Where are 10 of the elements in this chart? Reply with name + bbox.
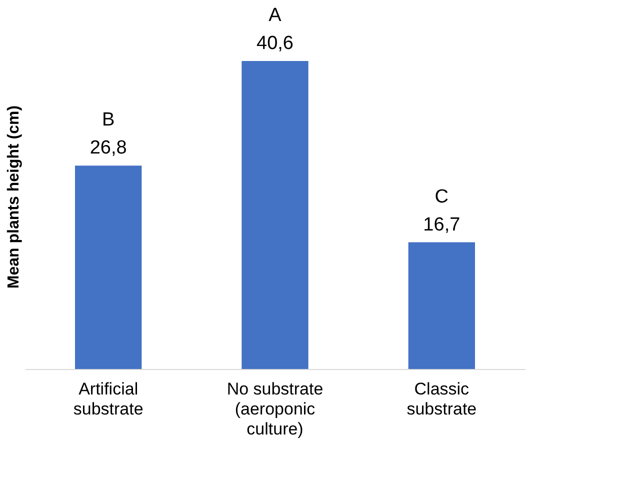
y-axis-title: Mean plants height (cm): [6, 105, 22, 289]
annotation: C: [434, 186, 449, 208]
data-label: 40,6: [256, 32, 294, 54]
x-tick-label: Artificial substrate: [73, 380, 144, 418]
data-label: 16,7: [423, 214, 460, 236]
annotation: B: [102, 110, 115, 131]
x-tick-label: Classic substrate: [406, 380, 477, 418]
annotation: A: [268, 4, 282, 26]
data-label: 26,8: [90, 138, 127, 159]
x-tick-label: No substrate (aeroponic culture): [226, 380, 324, 438]
